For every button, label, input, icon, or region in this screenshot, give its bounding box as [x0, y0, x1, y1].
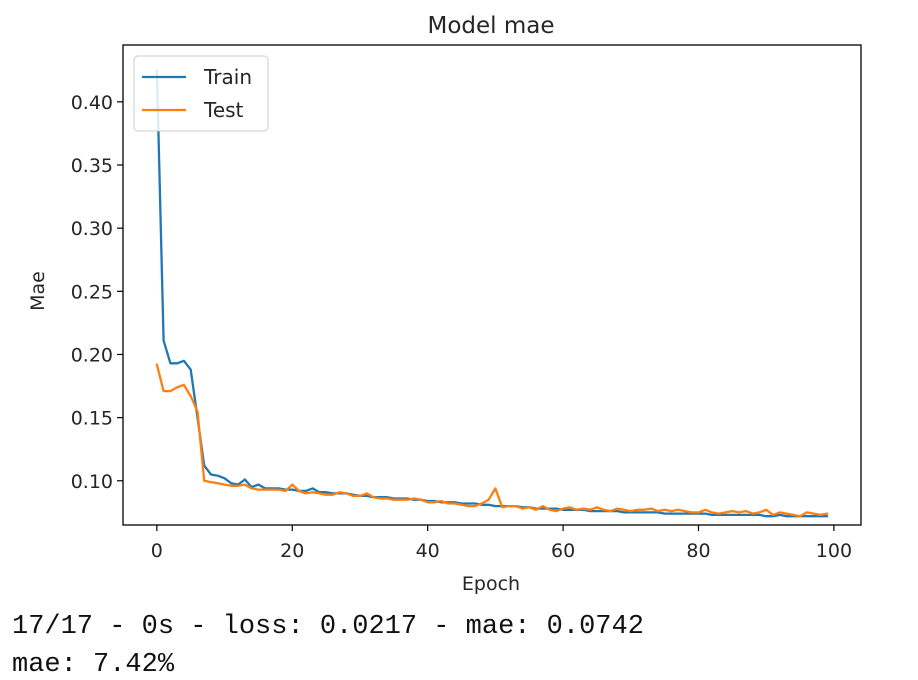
legend-box [133, 55, 269, 132]
console-output-line: 17/17 - 0s - loss: 0.0217 - mae: 0.0742 [12, 612, 644, 642]
series-line-test [155, 363, 829, 518]
y-tick-label: 0.30 [71, 218, 113, 240]
chart-svg: Model mae 0.10 0.15 0.20 0.25 0.30 0.35 0.40 0… [27, 13, 862, 595]
y-axis-label: Mae [27, 271, 49, 311]
chart-title: Model mae [427, 13, 554, 39]
y-tick-label: 0.40 [71, 92, 113, 114]
console-output-line: mae: 7.42% [12, 650, 175, 680]
series-line-train [155, 69, 829, 518]
legend-label-test: Test [203, 98, 244, 122]
y-tick-label: 0.15 [71, 408, 113, 430]
chart-container: Model mae 0.10 0.15 0.20 0.25 0.30 0.35 0.40 0… [27, 13, 862, 595]
plot-frame [122, 44, 862, 526]
x-tick-label: 100 [816, 540, 852, 562]
y-tick-label: 0.20 [71, 344, 113, 366]
series-layer [155, 69, 829, 518]
legend[interactable]: Train Test [133, 55, 269, 132]
x-tick-label: 40 [416, 540, 440, 562]
x-axis-ticks: 0 20 40 60 80 100 [151, 525, 852, 562]
y-tick-label: 0.35 [71, 155, 113, 177]
x-tick-label: 20 [280, 540, 304, 562]
x-tick-label: 0 [151, 540, 163, 562]
y-tick-label: 0.25 [71, 281, 113, 303]
y-axis-ticks: 0.10 0.15 0.20 0.25 0.30 0.35 0.40 [71, 92, 123, 493]
legend-label-train: Train [203, 65, 252, 89]
x-axis-label: Epoch [462, 573, 520, 595]
x-tick-label: 60 [551, 540, 575, 562]
x-tick-label: 80 [686, 540, 710, 562]
y-tick-label: 0.10 [71, 471, 113, 493]
